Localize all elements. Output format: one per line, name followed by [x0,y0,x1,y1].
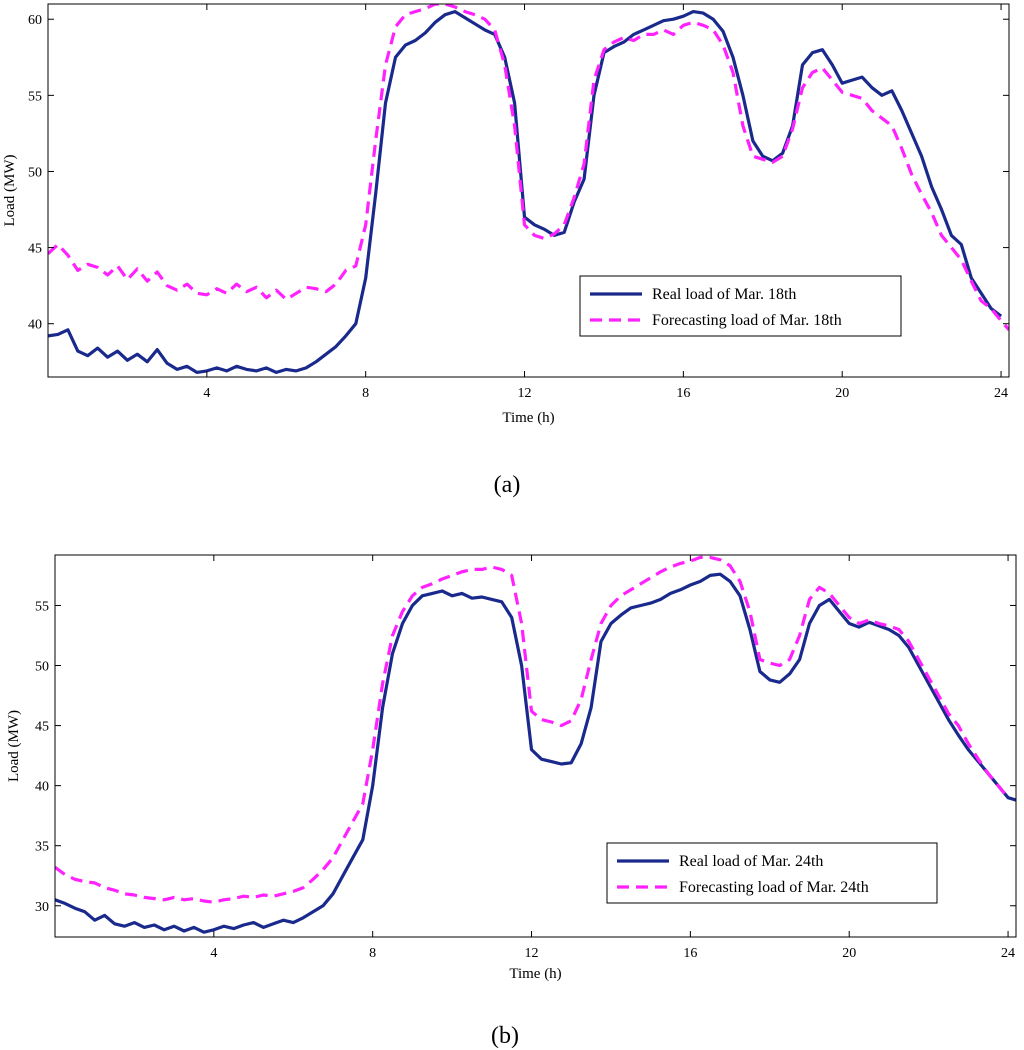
legend-forecast-label: Forecasting load of Mar. 18th [652,312,842,329]
y-tick-label: 50 [28,165,42,180]
panel-caption: (a) [494,472,521,498]
y-tick-label: 30 [35,900,49,915]
x-tick-label: 8 [362,386,369,401]
x-tick-label: 20 [835,386,849,401]
x-tick-label: 12 [525,946,539,961]
x-tick-label: 12 [518,386,532,401]
x-axis-label: Time (h) [502,410,554,426]
y-tick-label: 40 [28,318,42,333]
legend-box [579,275,902,337]
x-tick-label: 8 [369,946,376,961]
real-load-line [55,572,1016,934]
x-tick-label: 20 [842,946,856,961]
y-tick-label: 50 [35,660,49,675]
x-tick-label: 16 [676,386,690,401]
x-tick-label: 4 [203,386,210,401]
forecast-load-line [48,4,1009,331]
y-tick-label: 55 [35,599,49,614]
x-tick-label: 24 [1001,946,1015,961]
plot-frame [54,554,1017,938]
real-load-line [48,10,1003,374]
legend-forecast-label: Forecasting load of Mar. 24th [679,879,869,896]
x-axis-label: Time (h) [509,966,561,982]
legend-real-label: Real load of Mar. 18th [652,286,796,303]
legend-box [606,842,938,904]
forecast-load-line [55,555,1010,904]
plot-frame [47,3,1010,378]
x-tick-label: 4 [210,946,217,961]
y-tick-label: 45 [28,242,42,257]
y-axis-label: Load (MW) [2,154,18,226]
y-tick-label: 35 [35,840,49,855]
legend-real-label: Real load of Mar. 24th [679,853,823,870]
y-axis-label: Load (MW) [6,710,22,782]
x-tick-label: 24 [994,386,1008,401]
y-tick-label: 40 [35,780,49,795]
chart-panel-b: 4 8 12 16 20 24 30 35 40 45 50 55 Time (h) Load (MW) R… [6,554,1017,1049]
panel-caption: (b) [491,1023,519,1049]
legend: Real load of Mar. 18th Forecasting load o… [579,275,902,337]
chart-panel-a: 4 8 12 16 20 24 40 45 50 55 60 Time (h) Load (MW) Rea… [2,3,1010,498]
legend: Real load of Mar. 24th Forecasting load o… [606,842,938,904]
y-tick-label: 60 [28,13,42,28]
y-tick-label: 55 [28,89,42,104]
x-tick-label: 16 [683,946,697,961]
y-tick-label: 45 [35,720,49,735]
